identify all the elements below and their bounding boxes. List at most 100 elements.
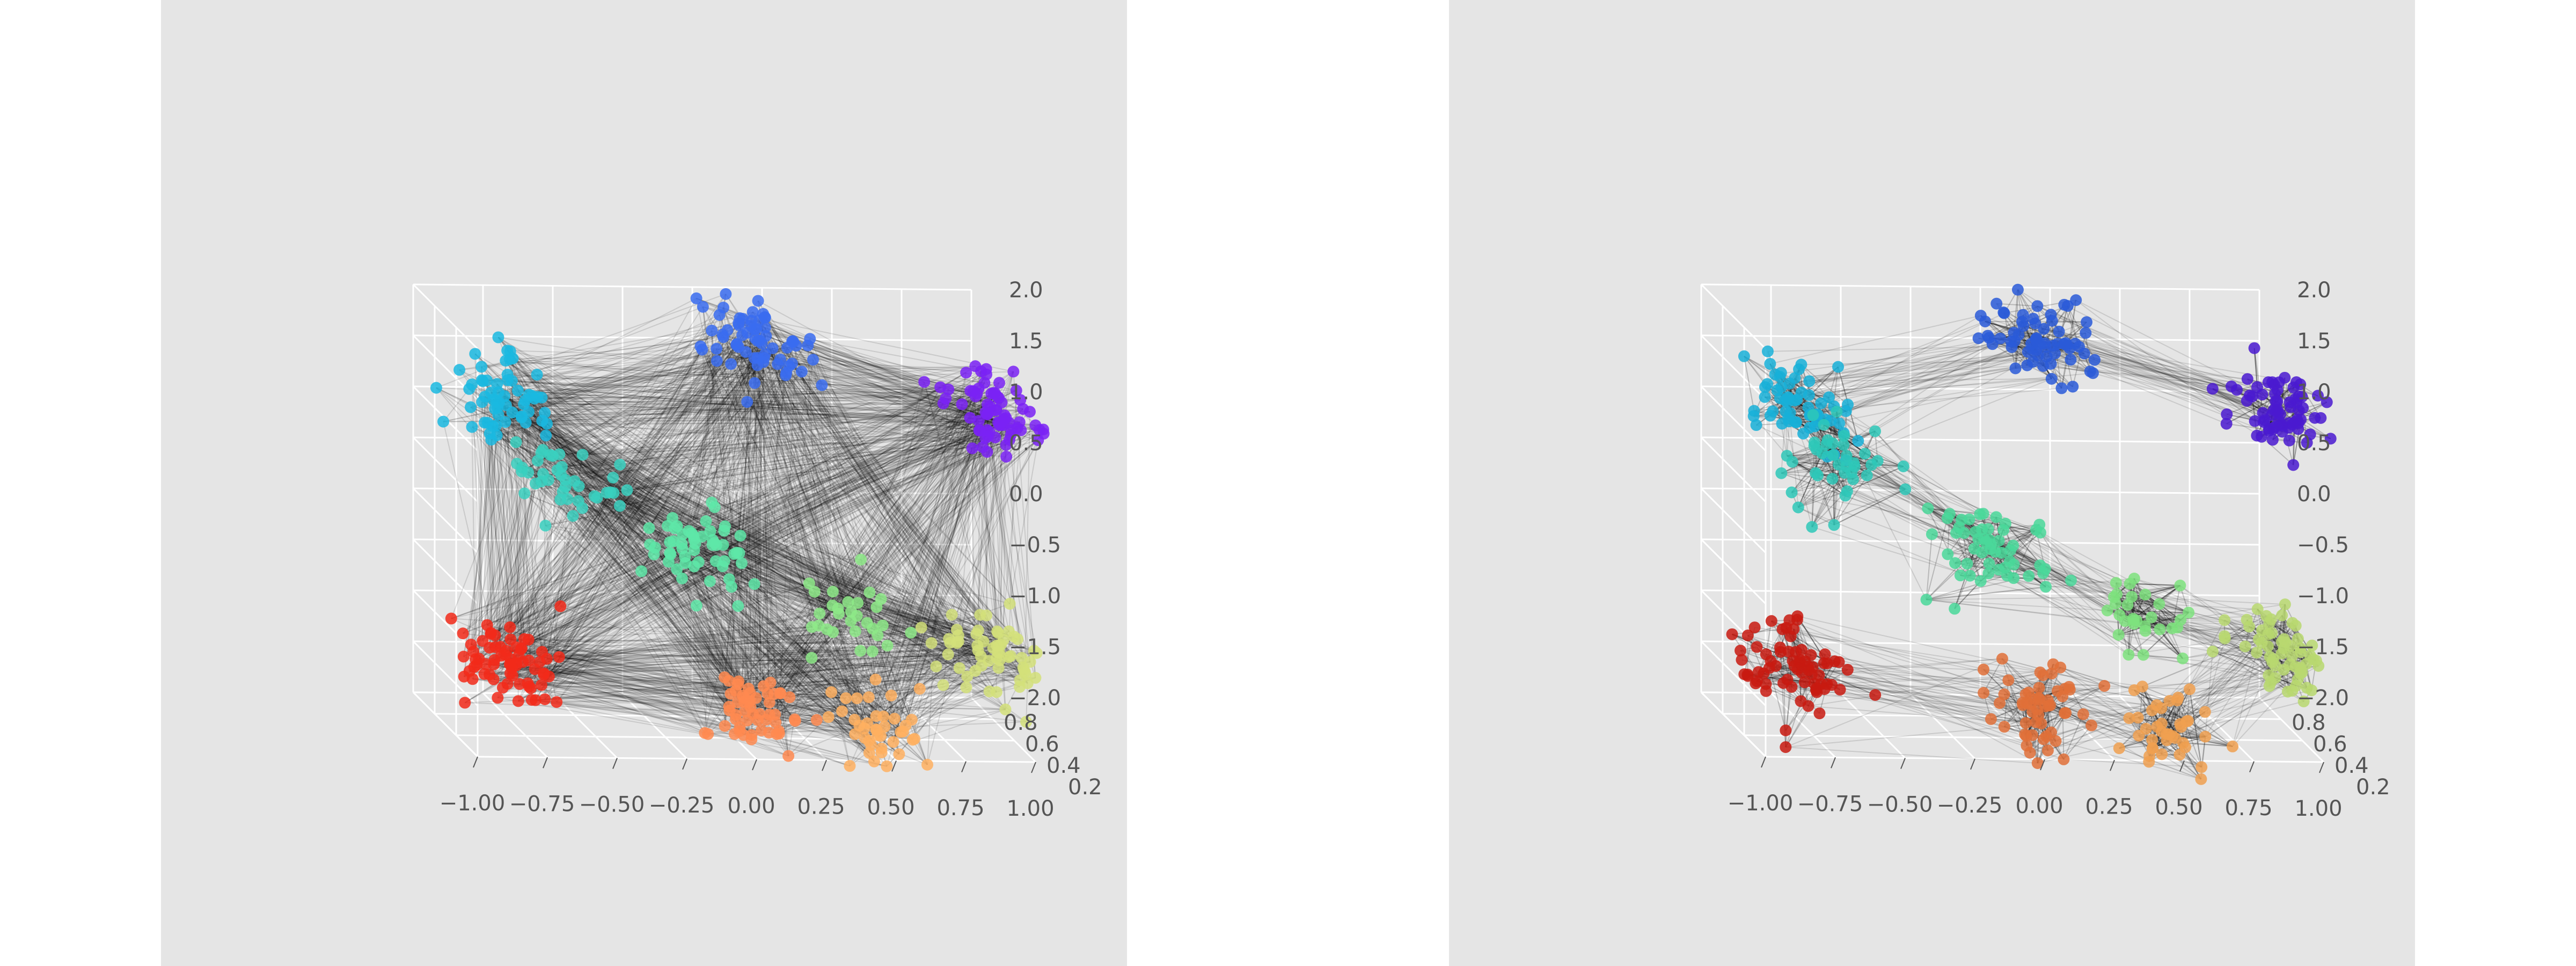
edge <box>881 422 1020 749</box>
edge <box>763 361 986 370</box>
edge <box>464 562 686 704</box>
data-point <box>784 691 796 704</box>
edge <box>1009 440 1039 604</box>
edge <box>485 396 870 593</box>
edge <box>730 363 937 667</box>
edge <box>510 444 1006 665</box>
edge <box>2129 583 2180 587</box>
edge <box>882 625 921 628</box>
data-point <box>766 342 779 354</box>
tick-labels: −1.00 −0.75 −0.50 −0.25 0.00 0.25 0.50 0.75 1.00… <box>440 278 1102 821</box>
edge <box>2253 348 2258 387</box>
edge <box>1834 488 1906 526</box>
edge <box>518 645 888 702</box>
edge <box>537 460 706 734</box>
edge <box>582 454 875 762</box>
edge <box>722 544 771 683</box>
edge <box>696 371 1014 606</box>
edge <box>509 320 752 628</box>
edge <box>756 328 770 715</box>
edge <box>819 421 999 614</box>
edge <box>567 499 989 662</box>
edge <box>870 614 987 745</box>
edge <box>504 439 1010 655</box>
edge <box>541 652 1037 686</box>
edge <box>2128 628 2161 655</box>
edge <box>521 499 561 649</box>
edge <box>2013 529 2037 579</box>
edge <box>682 414 1005 535</box>
edge <box>530 436 989 689</box>
data-point <box>999 703 1012 715</box>
edge <box>535 601 848 670</box>
edge <box>2044 328 2295 423</box>
edge <box>561 466 706 522</box>
edge <box>470 407 725 678</box>
edge <box>1847 466 1904 492</box>
edge <box>1926 534 1933 600</box>
edge <box>2189 685 2270 690</box>
edge <box>774 412 986 694</box>
edge <box>2253 348 2258 387</box>
edge <box>828 402 1002 718</box>
edge <box>701 349 872 745</box>
data-point <box>676 542 689 554</box>
edge <box>709 365 976 532</box>
edge <box>489 550 694 648</box>
edge <box>2204 638 2226 712</box>
y-tick-label: 0.6 <box>1025 732 1059 757</box>
edge <box>740 535 870 753</box>
edge <box>501 401 748 656</box>
edge <box>755 338 828 630</box>
edge <box>497 336 957 631</box>
edge <box>2037 305 2279 422</box>
edge <box>2131 596 2178 628</box>
data-point <box>759 311 771 324</box>
edge <box>747 401 998 632</box>
data-point <box>966 442 978 455</box>
edge <box>497 414 755 585</box>
edge <box>543 397 999 451</box>
edge <box>2151 617 2259 640</box>
edge <box>573 429 987 517</box>
edge <box>535 341 793 484</box>
edge <box>462 323 739 634</box>
edge <box>507 671 1025 685</box>
edge <box>1814 378 2052 427</box>
x-tick-mark <box>543 757 548 769</box>
data-point <box>541 418 553 430</box>
edge <box>582 437 986 456</box>
data-point <box>525 694 538 706</box>
edge <box>474 353 670 554</box>
edge <box>471 427 477 660</box>
edge <box>2051 673 2143 687</box>
edge <box>451 408 1023 619</box>
edge <box>2179 673 2301 725</box>
edge <box>723 421 1001 546</box>
edge <box>531 346 701 700</box>
edge <box>511 380 1002 403</box>
edge <box>740 421 1001 537</box>
data-point <box>504 621 516 633</box>
edge <box>728 320 752 707</box>
edge <box>910 425 1002 633</box>
edge <box>1789 345 2067 384</box>
edge <box>518 371 802 657</box>
edge <box>764 327 868 723</box>
edge <box>505 405 752 740</box>
edge <box>719 314 879 736</box>
edge <box>486 407 498 625</box>
data-point <box>845 605 857 618</box>
data-point <box>1003 434 1015 446</box>
edge <box>528 397 999 473</box>
edge <box>561 414 1005 476</box>
edge <box>1946 518 1968 564</box>
data-point <box>806 652 818 664</box>
data-point <box>553 651 565 663</box>
edge <box>537 460 613 478</box>
edge <box>716 361 833 606</box>
edge <box>2134 690 2206 737</box>
edge <box>470 294 727 645</box>
edge <box>757 374 987 721</box>
edge <box>494 429 1012 661</box>
